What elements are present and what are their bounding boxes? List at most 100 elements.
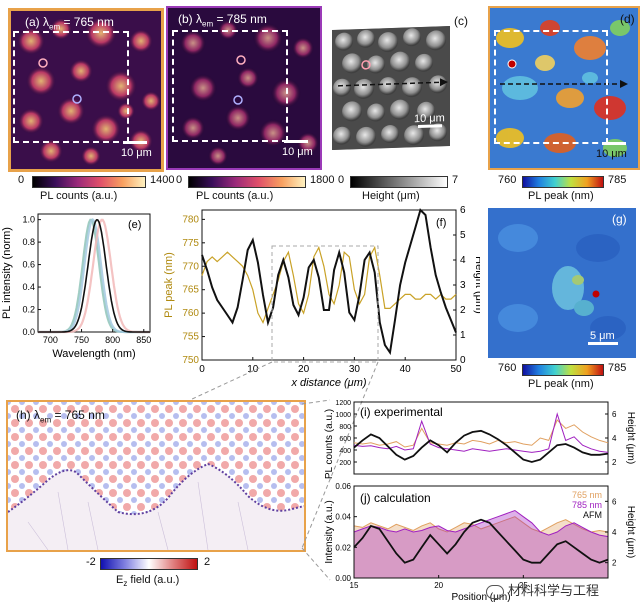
height-map-image — [332, 25, 450, 151]
y-tick-label: 0.4 — [22, 282, 35, 292]
panel-label: (e) — [128, 219, 141, 231]
colorbar-b-min: 0 — [176, 174, 183, 186]
y-tick-label: 1.0 — [22, 215, 35, 225]
scale-bar — [284, 140, 308, 143]
colorbar-c — [350, 176, 448, 188]
pl-peak-zoom-image — [488, 208, 636, 358]
y-tick-label: 765 — [182, 285, 199, 296]
x-tick-label: 20 — [434, 581, 443, 590]
panel-b-label: (b) λem = 785 nm — [178, 12, 267, 29]
y2-tick-label: 4 — [612, 528, 617, 537]
colorbar-d-max: 785 — [608, 174, 627, 186]
y-tick-label: 770 — [182, 261, 199, 272]
colorbar-d — [522, 176, 604, 188]
panel-c-label: (c) — [454, 14, 468, 28]
series-line-765-nm — [353, 419, 609, 448]
y-tick-label: 0.06 — [335, 482, 351, 491]
y-axis-label: PL peak (nm) — [163, 252, 175, 318]
scale-bar-label: 5 μm — [590, 330, 615, 342]
panel-b-pl-map-785: (b) λem = 785 nm 10 μm — [166, 6, 322, 170]
panel-label: (f) — [436, 217, 446, 229]
scale-bar-label: 10 μm — [121, 147, 152, 159]
colorbar-a-title: PL counts (a.u.) — [40, 190, 118, 202]
y2-tick-label: 1 — [460, 330, 466, 341]
panel-g-pl-peak-zoom: (g) 5 μm — [488, 208, 636, 358]
y-tick-label: 750 — [182, 355, 199, 366]
series-line-3 — [38, 219, 150, 333]
panel-g-label: (g) — [612, 212, 627, 226]
y-tick-label: 0.6 — [22, 260, 35, 270]
y-tick-label: 400 — [339, 448, 351, 455]
x-tick-label: 0 — [199, 364, 205, 375]
panel-a-pl-map-765: (a) λem = 765 nm 10 μm — [8, 8, 164, 172]
y-axis-label: PL counts (a.u.) — [324, 409, 335, 479]
x-axis-label: Wavelength (nm) — [52, 348, 135, 360]
y-tick-label: 0.04 — [335, 513, 351, 522]
scale-bar — [123, 141, 147, 144]
panel-d-label: (d) — [620, 12, 635, 26]
colorbar-a — [32, 176, 146, 188]
y-tick-label: 755 — [182, 332, 199, 343]
series-line-height — [201, 208, 457, 356]
y2-tick-label: 3 — [460, 280, 466, 291]
watermark: 材料科学与工程 — [486, 580, 599, 599]
y-tick-label: 775 — [182, 238, 199, 249]
chart-f-line-profile: 0 10 20 30 40 50 750 755 760 765 770 775 780 0 1 2 3 4 5 6 x… — [163, 205, 480, 389]
panel-d-pl-peak-map: (d) 10 μm — [488, 6, 640, 170]
colorbar-h-max: 2 — [204, 556, 211, 568]
ez-field-image — [8, 402, 304, 550]
y2-tick-label: 0 — [460, 355, 466, 366]
x-tick-label: 750 — [74, 335, 89, 345]
series-line-afm — [353, 429, 609, 463]
scale-bar — [602, 142, 626, 145]
y-tick-label: 0.0 — [22, 327, 35, 337]
panel-c-height-map: 10 μm — [332, 25, 450, 151]
colorbar-b — [188, 176, 306, 188]
y2-tick-label: 2 — [612, 559, 617, 568]
panel-a-label: (a) λem = 765 nm — [25, 15, 114, 32]
panel-h-ez-field: (h) λem = 765 nm — [6, 400, 306, 552]
x-tick-label: 50 — [450, 364, 462, 375]
colorbar-b-title: PL counts (a.u.) — [196, 190, 274, 202]
y2-tick-label: 2 — [612, 458, 617, 467]
panel-h-label: (h) λem = 765 nm — [16, 408, 105, 425]
legend-entry: 785 nm — [572, 500, 602, 510]
x-tick-label: 40 — [400, 364, 412, 375]
x-tick-label: 30 — [349, 364, 361, 375]
y-tick-label: 0.00 — [335, 574, 351, 583]
x-tick-label: 20 — [298, 364, 310, 375]
x-tick-label: 10 — [247, 364, 259, 375]
y2-axis-label: Height (μm) — [625, 412, 636, 464]
colorbar-h-title: Ez field (a.u.) — [116, 574, 180, 589]
y-tick-label: 0.02 — [335, 543, 351, 552]
colorbar-g-min: 760 — [498, 362, 517, 374]
y2-tick-label: 4 — [460, 255, 466, 266]
y-tick-label: 1200 — [335, 400, 351, 407]
x-tick-label: 800 — [105, 335, 120, 345]
colorbar-a-max: 1400 — [150, 174, 175, 186]
y2-tick-label: 2 — [460, 305, 466, 316]
x-tick-label: 850 — [136, 335, 151, 345]
colorbar-c-title: Height (μm) — [362, 190, 420, 202]
scale-bar-label: 10 μm — [282, 146, 313, 158]
colorbar-d-min: 760 — [498, 174, 517, 186]
y-tick-label: 760 — [182, 308, 199, 319]
x-tick-label: 700 — [43, 335, 58, 345]
y2-axis-label: Height (μm) — [473, 256, 480, 314]
series-line-afm — [353, 518, 609, 564]
chart-j-calculation: 15 20 25 0.00 0.02 0.04 0.06 2 4 6 Position (μm) In… — [324, 482, 636, 603]
colorbar-h-min: -2 — [86, 556, 96, 568]
chart-i-experimental: 200 400 600 800 1000 1200 2 4 6 PL counts (a.u.) H… — [324, 400, 636, 479]
y-tick-label: 200 — [339, 460, 351, 467]
colorbar-c-max: 7 — [452, 174, 459, 186]
x-tick-label: 15 — [350, 581, 359, 590]
colorbar-c-min: 0 — [338, 174, 345, 186]
y-tick-label: 800 — [339, 424, 351, 431]
y-tick-label: 1000 — [335, 412, 351, 419]
y2-tick-label: 4 — [612, 434, 617, 443]
scale-bar-label: 10 μm — [596, 148, 627, 160]
y2-axis-label: Height (μm) — [625, 506, 636, 558]
y2-tick-label: 6 — [612, 410, 617, 419]
y-tick-label: 780 — [182, 214, 199, 225]
